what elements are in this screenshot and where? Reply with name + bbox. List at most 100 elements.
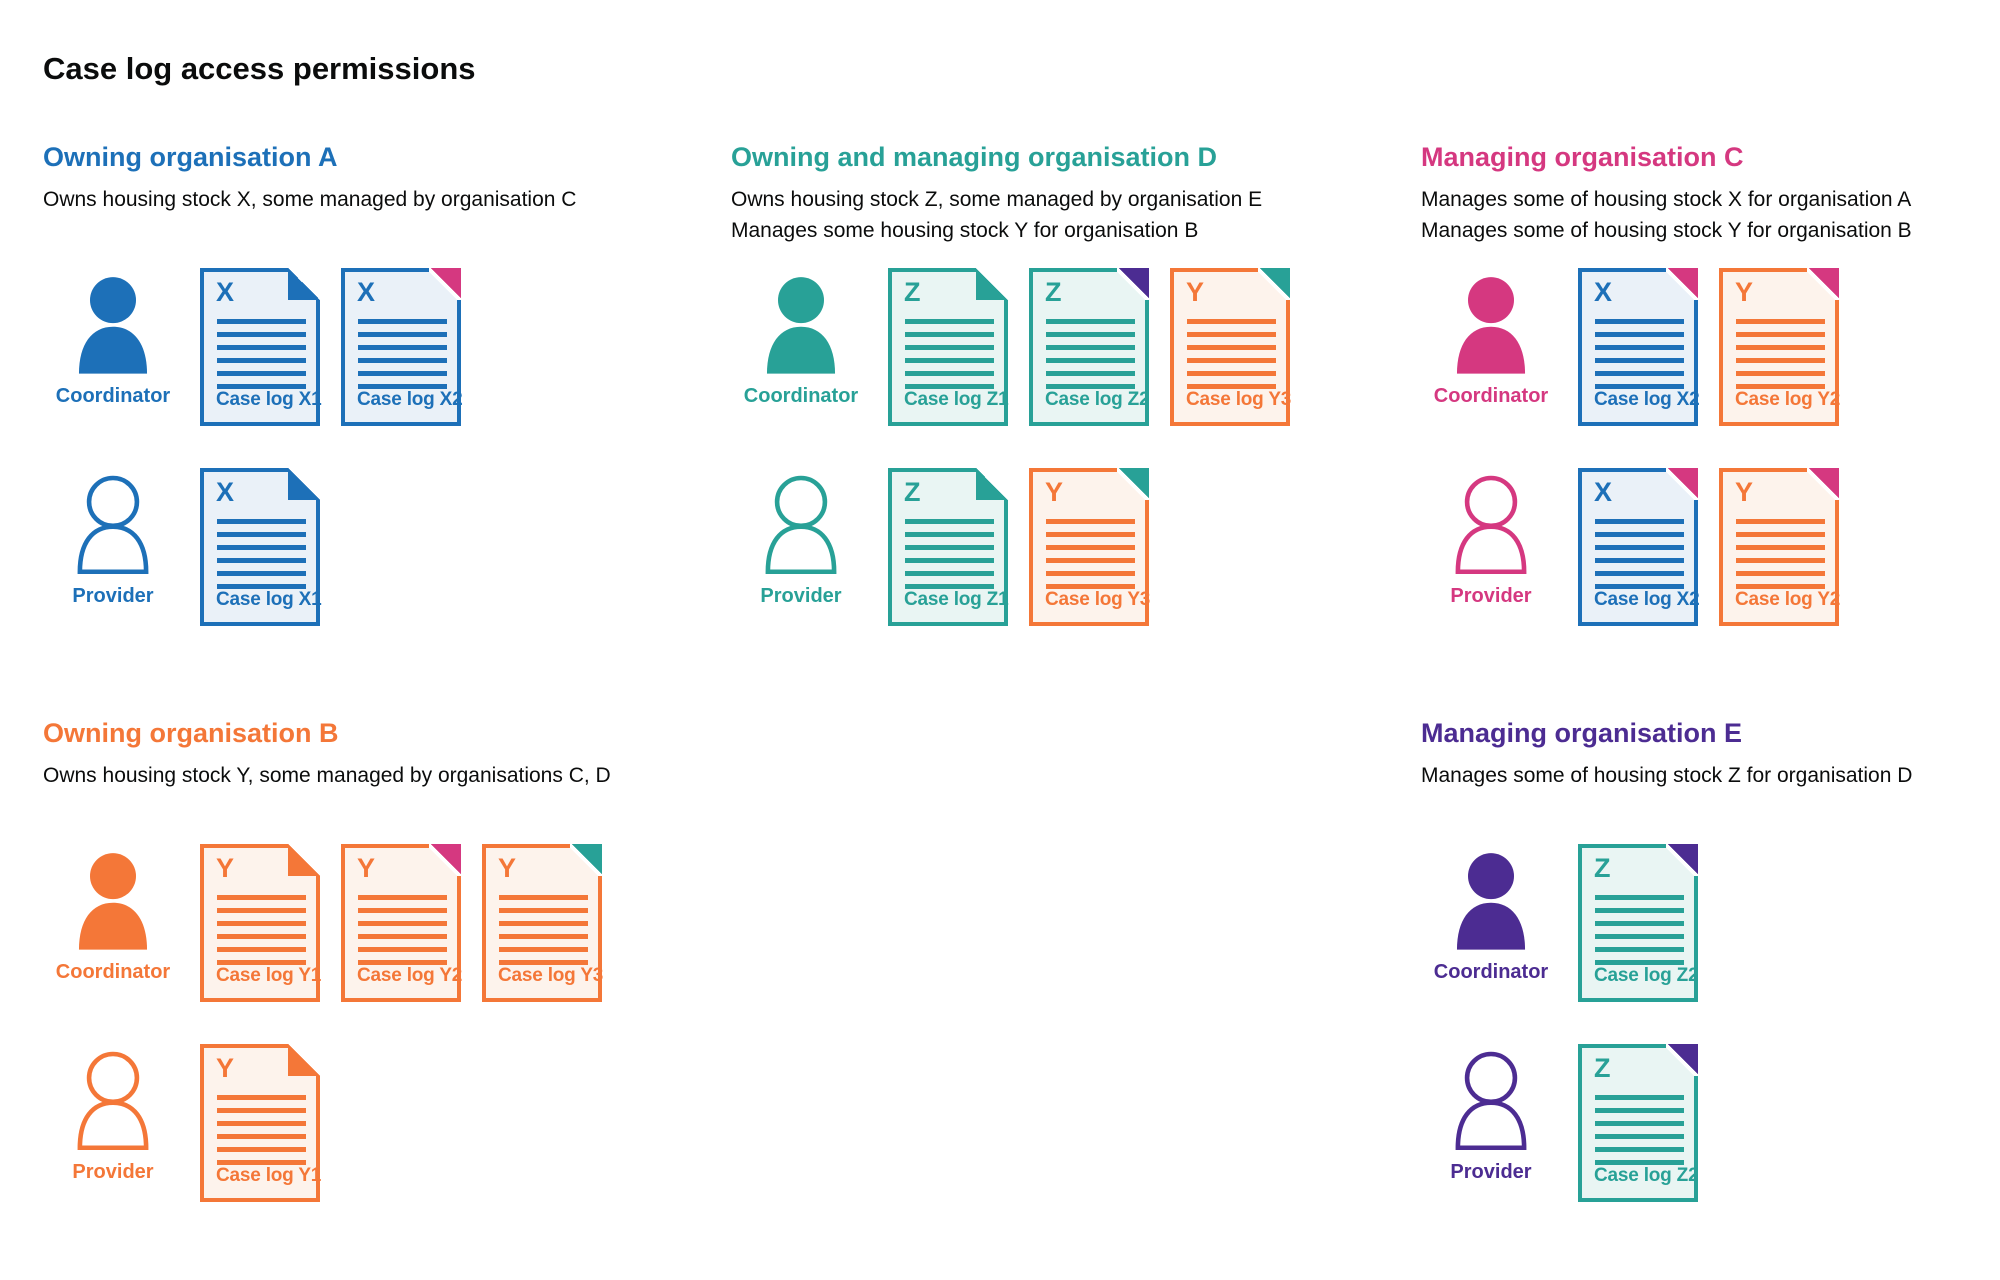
stock-letter: X <box>1594 477 1613 507</box>
case-log-doc: Y Case log Y2 <box>1719 468 1841 626</box>
case-log-label: Case log X2 <box>1594 389 1700 410</box>
case-log-docs: Z Case log Z2 <box>1578 844 1699 1002</box>
folded-corner-icon <box>1666 268 1698 300</box>
description-line: Manages some housing stock Y for organis… <box>731 219 1199 243</box>
stock-letter: Y <box>1735 477 1754 507</box>
coordinator-figure: Coordinator <box>731 268 871 406</box>
stock-letter: Z <box>1045 277 1062 307</box>
document-lines-icon <box>217 895 306 965</box>
person-filled-icon <box>1456 853 1526 950</box>
coordinator-figure: Coordinator <box>1421 268 1561 406</box>
provider-figure: Provider <box>1421 468 1561 606</box>
folded-corner-icon <box>429 844 461 876</box>
case-log-doc: Y Case log Y2 <box>341 844 463 1002</box>
folded-corner-icon <box>976 468 1008 500</box>
case-log-doc: Z Case log Z2 <box>1029 268 1150 426</box>
document-lines-icon <box>1595 895 1684 965</box>
coordinator-row: Coordinator X Case log X2 Y Case log Y2 <box>1421 268 1840 426</box>
case-log-docs: Y Case log Y1 <box>200 1044 322 1202</box>
role-label: Provider <box>1450 585 1532 607</box>
section-heading: Owning and managing organisation D <box>731 142 1218 172</box>
case-log-doc: Y Case log Y3 <box>482 844 604 1002</box>
folded-corner-icon <box>1258 268 1290 300</box>
case-log-label: Case log Y3 <box>1186 389 1292 410</box>
section-heading: Managing organisation E <box>1421 718 1743 748</box>
coordinator-row: Coordinator Z Case log Z2 <box>1421 844 1699 1002</box>
person-outline-icon <box>1455 475 1527 574</box>
document-lines-icon <box>1595 319 1684 389</box>
document-lines-icon <box>1187 319 1276 389</box>
case-log-docs: Z Case log Z1 Y Case log Y3 <box>888 468 1151 626</box>
case-log-docs: Y Case log Y1 Y Case log Y2 Y Case log Y… <box>200 844 604 1002</box>
coordinator-row: Coordinator X Case log X1 X Case log X2 <box>43 268 463 426</box>
stock-letter: Z <box>904 277 921 307</box>
folded-corner-icon <box>1807 268 1839 300</box>
section-description: Owns housing stock Z, some managed by or… <box>731 184 1396 246</box>
case-log-docs: X Case log X1 X Case log X2 <box>200 268 463 426</box>
role-label: Coordinator <box>55 961 171 983</box>
case-log-label: Case log Z2 <box>1045 389 1150 410</box>
document-lines-icon <box>358 319 447 389</box>
role-label: Provider <box>72 585 154 607</box>
case-log-label: Case log Z1 <box>904 389 1009 410</box>
case-log-label: Case log Y1 <box>216 965 322 986</box>
document-lines-icon <box>905 519 994 589</box>
provider-figure: Provider <box>43 468 183 606</box>
document-lines-icon <box>499 895 588 965</box>
person-outline-icon <box>77 1051 149 1150</box>
role-label: Provider <box>1450 1161 1532 1183</box>
case-log-doc: Z Case log Z2 <box>1578 1044 1699 1202</box>
case-log-label: Case log Y3 <box>1045 589 1151 610</box>
folded-corner-icon <box>288 268 320 300</box>
document-lines-icon <box>905 319 994 389</box>
case-log-docs: Z Case log Z1 Z Case log Z2 Y Case log Y… <box>888 268 1292 426</box>
document-lines-icon <box>358 895 447 965</box>
provider-row: Provider X Case log X1 <box>43 468 322 626</box>
case-log-label: Case log Y1 <box>216 1165 322 1186</box>
document-lines-icon <box>1736 519 1825 589</box>
document-lines-icon <box>217 1095 306 1165</box>
description-line: Owns housing stock Y, some managed by or… <box>43 764 611 788</box>
section-description: Manages some of housing stock Z for orga… <box>1421 760 2000 791</box>
coordinator-figure: Coordinator <box>43 844 183 982</box>
case-log-doc: Y Case log Y1 <box>200 844 322 1002</box>
coordinator-figure: Coordinator <box>43 268 183 406</box>
stock-letter: Y <box>216 1053 235 1083</box>
role-label: Coordinator <box>743 385 859 407</box>
provider-row: Provider X Case log X2 Y Case log Y2 <box>1421 468 1841 626</box>
stock-letter: Z <box>904 477 921 507</box>
document-lines-icon <box>1736 319 1825 389</box>
stock-letter: X <box>216 277 235 307</box>
case-log-label: Case log X2 <box>1594 589 1700 610</box>
document-lines-icon <box>1595 519 1684 589</box>
section-description: Manages some of housing stock X for orga… <box>1421 184 2000 246</box>
document-lines-icon <box>217 519 306 589</box>
page-title: Case log access permissions <box>43 50 476 86</box>
person-filled-icon <box>78 853 148 950</box>
stock-letter: Y <box>216 853 235 883</box>
coordinator-row: Coordinator Y Case log Y1 Y Case log Y2 … <box>43 844 604 1002</box>
stock-letter: Y <box>1045 477 1064 507</box>
case-log-label: Case log Y2 <box>357 965 463 986</box>
case-log-label: Case log Y3 <box>498 965 604 986</box>
person-filled-icon <box>766 277 836 374</box>
role-label: Coordinator <box>55 385 171 407</box>
coordinator-row: Coordinator Z Case log Z1 Z Case log Z2 … <box>731 268 1292 426</box>
document-lines-icon <box>1595 1095 1684 1165</box>
stock-letter: Y <box>498 853 517 883</box>
case-log-doc: Y Case log Y3 <box>1170 268 1292 426</box>
case-log-docs: Z Case log Z2 <box>1578 1044 1699 1202</box>
case-log-doc: Z Case log Z1 <box>888 268 1009 426</box>
section-owning-organisation-b: Owning organisation B Owns housing stock… <box>43 718 708 1202</box>
section-heading: Owning organisation B <box>43 718 339 748</box>
description-line: Manages some of housing stock Z for orga… <box>1421 764 1913 788</box>
case-log-doc: Y Case log Y3 <box>1029 468 1151 626</box>
provider-row: Provider Z Case log Z1 Y Case log Y3 <box>731 468 1151 626</box>
case-log-label: Case log Y2 <box>1735 589 1841 610</box>
folded-corner-icon <box>1807 468 1839 500</box>
section-managing-organisation-c: Managing organisation C Manages some of … <box>1421 142 2000 626</box>
case-log-docs: X Case log X2 Y Case log Y2 <box>1578 468 1841 626</box>
section-owning-and-managing-organisation-d: Owning and managing organisation D Owns … <box>731 142 1396 626</box>
case-log-doc: Z Case log Z1 <box>888 468 1009 626</box>
role-label: Provider <box>760 585 842 607</box>
